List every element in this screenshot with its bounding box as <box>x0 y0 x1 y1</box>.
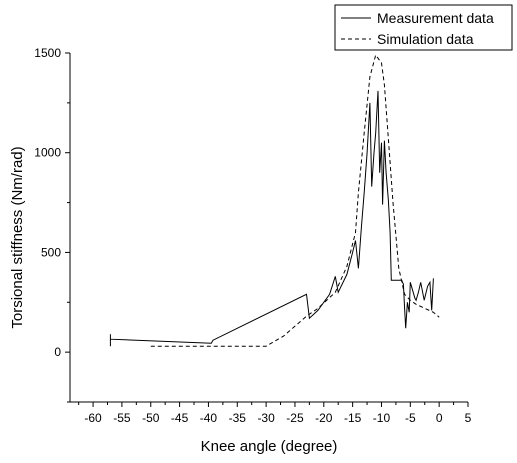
plot-frame <box>69 53 468 403</box>
y-tick-label: 1000 <box>34 146 61 160</box>
x-tick-label: 0 <box>436 411 443 425</box>
x-tick-label: -45 <box>171 411 189 425</box>
simulation-series-line <box>150 53 440 347</box>
y-tick-label: 500 <box>41 245 61 259</box>
x-tick-label: -25 <box>286 411 304 425</box>
x-tick-label: -10 <box>373 411 391 425</box>
y-axis-ticks: 0 500 1000 1500 <box>34 46 70 403</box>
x-tick-label: -55 <box>113 411 131 425</box>
x-tick-label: -35 <box>229 411 247 425</box>
x-tick-label: -40 <box>200 411 218 425</box>
x-tick-label: -60 <box>84 411 102 425</box>
legend-box <box>334 4 513 51</box>
y-axis-title: Torsional stiffness (Nm/rad) <box>9 146 26 328</box>
x-axis-ticks: -60 -55 -50 -45 -40 -35 -30 -25 -20 -15 -10 -5 0 5 <box>78 402 472 425</box>
y-tick-label: 1500 <box>34 46 61 60</box>
x-tick-label: -50 <box>142 411 160 425</box>
y-tick-label: 0 <box>54 345 61 359</box>
x-axis-title: Knee angle (degree) <box>201 438 338 455</box>
measurement-series-line <box>109 90 434 347</box>
x-tick-label: -15 <box>344 411 362 425</box>
series-layer <box>109 53 440 347</box>
x-tick-label: -5 <box>405 411 416 425</box>
x-tick-label: -20 <box>315 411 333 425</box>
x-tick-label: -30 <box>257 411 275 425</box>
x-tick-label: 5 <box>465 411 472 425</box>
legend-label: Simulation data <box>377 31 474 47</box>
legend: Measurement data Simulation data <box>334 4 513 51</box>
legend-label: Measurement data <box>377 10 494 26</box>
